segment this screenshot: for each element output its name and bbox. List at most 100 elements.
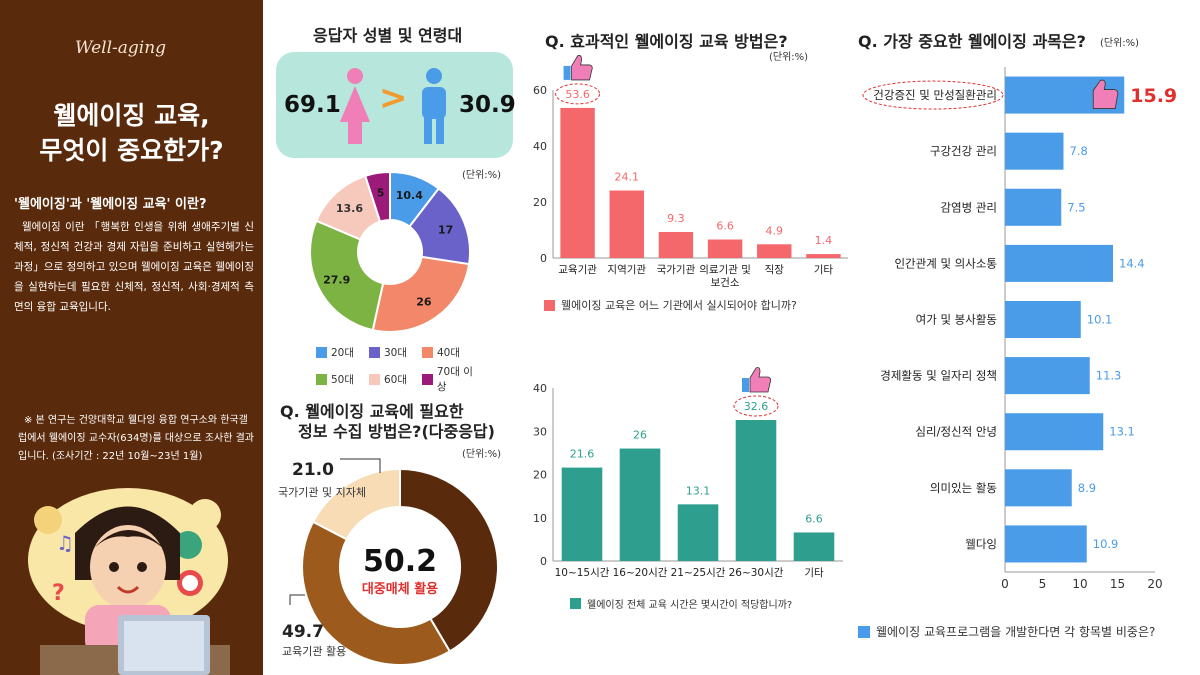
y-tick-label: 30: [533, 425, 547, 438]
gender-title: 응답자 성별 및 연령대: [313, 26, 463, 45]
age-unit: (단위:%): [462, 170, 502, 181]
male-icon: [422, 68, 446, 144]
bar-value-label: 9.3: [667, 212, 685, 225]
bar: [1005, 132, 1064, 170]
age-legend-label: 30대: [384, 347, 408, 359]
bar: [1005, 469, 1072, 507]
category-label: 심리/정신적 안녕: [915, 425, 997, 439]
bar-value-label: 53.6: [565, 88, 590, 101]
age-slice-label: 5: [377, 187, 385, 200]
x-tick-label: 보건소: [711, 277, 740, 289]
y-tick-label: 40: [533, 382, 547, 395]
bar-value-label: 15.9: [1130, 85, 1177, 107]
age-legend-label: 70대 이상: [436, 366, 473, 393]
bar-value-label: 1.4: [815, 234, 833, 247]
x-tick-label: 5: [1039, 577, 1047, 591]
teacher-illustration: ? ♫: [28, 488, 230, 675]
x-tick-label: 국가기관: [657, 264, 696, 276]
age-legend-item: 50대: [316, 372, 369, 387]
y-tick-label: 40: [533, 140, 547, 153]
bar: [735, 420, 777, 561]
age-legend-item: 40대: [422, 345, 482, 360]
x-tick-label: 16~20시간: [613, 567, 668, 579]
bar: [1005, 357, 1090, 395]
question-icon: ?: [52, 581, 65, 606]
bar: [1005, 525, 1087, 563]
age-slice: [371, 255, 471, 333]
gender-panel: 69.1 > 30.9: [276, 52, 516, 158]
info-main-label: 대중매체 활용: [362, 581, 438, 597]
bar: [1005, 413, 1104, 451]
age-legend: 20대 30대 40대 50대 60대 70대 이상: [316, 343, 496, 398]
bar-value-label: 10.1: [1087, 313, 1113, 327]
y-tick-label: 10: [533, 512, 547, 525]
category-label: 의미있는 활동: [930, 481, 997, 495]
age-legend-swatch: [316, 373, 327, 385]
age-slice: [363, 170, 391, 223]
bar-value-label: 10.9: [1093, 537, 1119, 551]
age-slice-label: 17: [438, 224, 453, 237]
age-slice: [309, 219, 385, 332]
subject-unit: (단위:%): [1100, 38, 1140, 49]
age-legend-label: 60대: [384, 373, 408, 386]
age-legend-swatch: [316, 347, 327, 358]
highlight-ellipse: [733, 395, 779, 417]
age-legend-label: 20대: [331, 347, 355, 359]
highlight-ellipse: [862, 80, 1004, 110]
x-tick-label: 10~15시간: [555, 567, 610, 579]
method-legend: 웰에이징 교육은 어느 기관에서 실시되어야 합니까?: [544, 297, 797, 313]
x-tick-label: 15: [1110, 577, 1125, 591]
info-edu-label: 교육기관 활용: [282, 644, 346, 658]
method-title: Q. 효과적인 웰에이징 교육 방법은?: [545, 32, 788, 51]
y-tick-label: 60: [533, 84, 547, 97]
bar-value-label: 32.6: [744, 400, 769, 413]
category-label: 웰다잉: [965, 537, 997, 551]
age-donut-chart: 10.4 17 26 27.9 13.6 5: [309, 170, 471, 333]
x-tick-label: 직장: [765, 264, 785, 276]
x-tick-label: 21~25시간: [671, 567, 726, 579]
bar-value-label: 8.9: [1078, 481, 1096, 495]
info-donut-chart: 50.2 대중매체 활용 21.0 국가기관 및 지자체 49.7 교육기관 활용: [278, 458, 499, 666]
thumbs-up-icon: [1084, 79, 1119, 109]
info-main-value: 50.2: [363, 544, 437, 579]
music-note-icon: ♫: [56, 531, 74, 555]
bar-value-label: 13.1: [1109, 425, 1135, 439]
category-label: 경제활동 및 일자리 정책: [880, 369, 997, 383]
hours-legend-swatch: [570, 598, 581, 609]
bar-value-label: 21.6: [570, 448, 595, 461]
female-icon: [340, 68, 370, 144]
main-title-line1: 웰에이징 교육,: [53, 101, 210, 130]
age-legend-swatch: [422, 347, 433, 358]
subject-legend-text: 웰에이징 교육프로그램을 개발한다면 각 항목별 비중은?: [876, 625, 1156, 639]
x-tick-label: 의료기관 및: [699, 264, 751, 276]
info-title-line1: Q. 웰에이징 교육에 필요한: [280, 402, 464, 421]
age-legend-item: 30대: [369, 345, 422, 360]
age-legend-swatch: [369, 347, 380, 358]
bar: [677, 504, 719, 561]
x-tick-label: 교육기관: [558, 264, 597, 276]
info-edu-leader: [289, 594, 305, 605]
bar-value-label: 4.9: [766, 224, 784, 237]
main-title-line2: 무엇이 중요한가?: [39, 136, 224, 165]
bar-value-label: 6.6: [805, 512, 823, 525]
y-tick-label: 20: [533, 196, 547, 209]
info-title-line2: 정보 수집 방법은?(다중응답): [298, 422, 495, 441]
category-label: 여가 및 봉사활동: [916, 313, 997, 327]
age-legend-swatch: [422, 373, 433, 385]
x-tick-label: 기타: [804, 567, 824, 579]
age-legend-item: 70대 이상: [422, 364, 482, 394]
info-gov-label: 국가기관 및 지자체: [278, 486, 366, 499]
category-label: 건강증진 및 만성질환관리: [873, 88, 997, 102]
info-unit: (단위:%): [462, 449, 502, 460]
x-tick-label: 26~30시간: [729, 567, 784, 579]
age-legend-label: 50대: [331, 373, 355, 386]
x-tick-label: 지역기관: [607, 264, 646, 276]
bar-value-label: 11.3: [1096, 369, 1122, 383]
hours-legend: 웰에이징 전체 교육 시간은 몇시간이 적당합니까?: [570, 596, 792, 611]
info-slice: [399, 467, 499, 653]
bar-value-label: 26: [633, 429, 647, 442]
bar: [619, 448, 661, 561]
info-edu-value: 49.7: [282, 622, 324, 642]
age-slice-label: 10.4: [396, 189, 423, 202]
highlight-ellipse: [555, 83, 601, 105]
